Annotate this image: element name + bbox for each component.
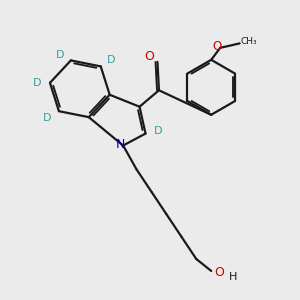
Text: D: D — [43, 113, 52, 123]
Text: D: D — [56, 50, 65, 60]
Text: D: D — [107, 55, 116, 65]
Text: CH₃: CH₃ — [240, 38, 257, 46]
Text: O: O — [144, 50, 154, 63]
Text: H: H — [229, 272, 237, 282]
Text: O: O — [213, 40, 222, 53]
Text: D: D — [33, 78, 42, 88]
Text: N: N — [116, 137, 125, 151]
Text: O: O — [214, 266, 224, 279]
Text: D: D — [154, 126, 162, 136]
